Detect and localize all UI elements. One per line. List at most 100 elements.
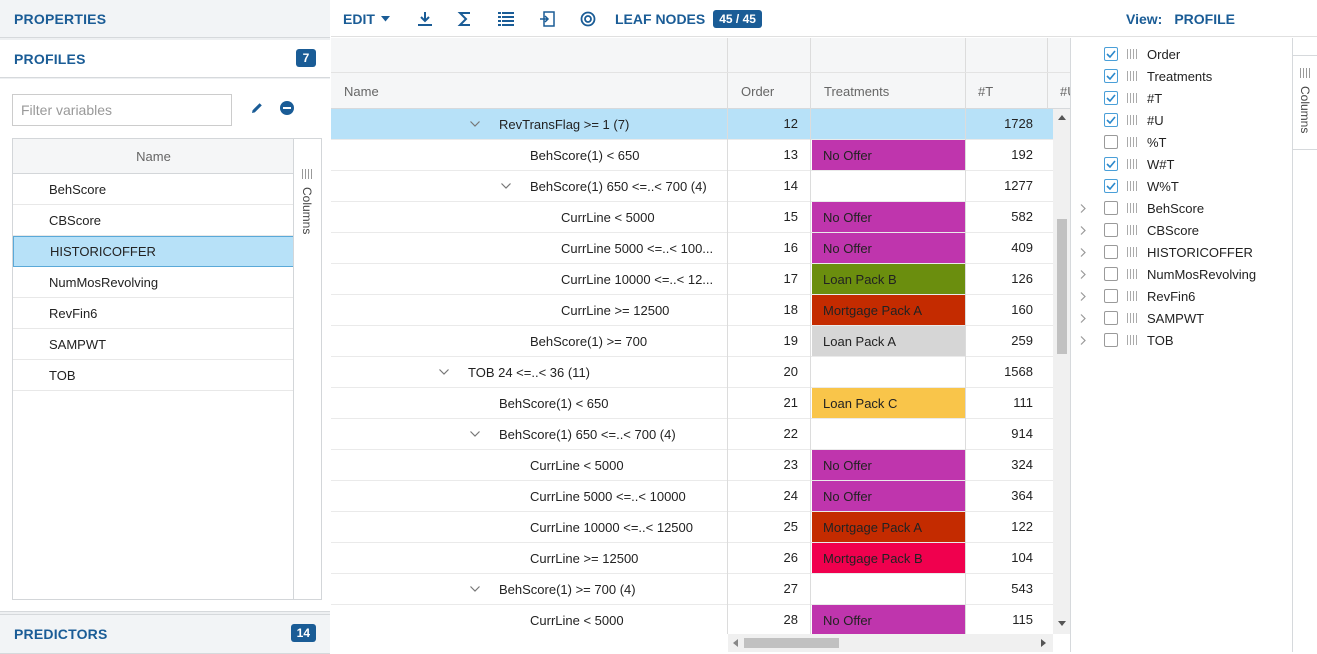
drag-handle-icon[interactable]	[1127, 203, 1139, 213]
variable-list-item[interactable]: SAMPWT	[13, 329, 294, 360]
drag-handle-icon[interactable]	[1127, 247, 1139, 257]
chevron-right-icon[interactable]	[1080, 203, 1086, 213]
table-row[interactable]: CurrLine >= 12500 26 Mortgage Pack B 104	[331, 543, 1056, 574]
checkbox-checked-icon[interactable]	[1104, 69, 1118, 83]
column-toggle-item[interactable]: HISTORICOFFER	[1072, 241, 1292, 263]
column-toggle-item[interactable]: #T	[1072, 87, 1292, 109]
sum-icon[interactable]	[455, 9, 475, 29]
columns-side-tab[interactable]: Columns	[1292, 38, 1317, 652]
checkbox-icon[interactable]	[1104, 245, 1118, 259]
horizontal-scrollbar[interactable]	[728, 634, 1053, 652]
drag-handle-icon[interactable]	[1127, 49, 1139, 59]
col-header-t[interactable]: #T	[978, 84, 994, 99]
edit-menu-button[interactable]: EDIT	[343, 0, 390, 37]
treatment-cell[interactable]: Mortgage Pack B	[812, 543, 965, 573]
table-row[interactable]: BehScore(1) 650 <=..< 700 (4) 14 1277	[331, 171, 1056, 202]
list-icon[interactable]	[496, 9, 516, 29]
view-selector[interactable]: View: PROFILE	[1126, 0, 1317, 37]
chevron-right-icon[interactable]	[1080, 291, 1086, 301]
table-row[interactable]: RevTransFlag >= 1 (7) 12 1728	[331, 109, 1056, 140]
column-toggle-item[interactable]: TOB	[1072, 329, 1292, 351]
chevron-down-icon[interactable]	[501, 171, 511, 201]
column-toggle-item[interactable]: Order	[1072, 43, 1292, 65]
filter-variables-input[interactable]: Filter variables	[12, 94, 232, 126]
drag-handle-icon[interactable]	[1127, 269, 1139, 279]
table-row[interactable]: BehScore(1) < 650 21 Loan Pack C 111	[331, 388, 1056, 419]
column-toggle-item[interactable]: W%T	[1072, 175, 1292, 197]
column-toggle-item[interactable]: SAMPWT	[1072, 307, 1292, 329]
column-toggle-item[interactable]: RevFin6	[1072, 285, 1292, 307]
column-toggle-item[interactable]: W#T	[1072, 153, 1292, 175]
split-icon[interactable]	[537, 9, 557, 29]
variables-name-header[interactable]: Name	[13, 139, 294, 174]
chevron-right-icon[interactable]	[1080, 269, 1086, 279]
table-row[interactable]: CurrLine < 5000 23 No Offer 324	[331, 450, 1056, 481]
treatment-cell[interactable]: No Offer	[812, 481, 965, 511]
drag-handle-icon[interactable]	[1127, 225, 1139, 235]
scroll-left-icon[interactable]	[733, 639, 739, 647]
treatment-cell[interactable]: No Offer	[812, 450, 965, 480]
col-header-order[interactable]: Order	[741, 84, 775, 99]
variable-list-item[interactable]: BehScore	[13, 174, 294, 205]
table-row[interactable]: BehScore(1) 650 <=..< 700 (4) 22 914	[331, 419, 1056, 450]
variable-list-item[interactable]: RevFin6	[13, 298, 294, 329]
col-header-treatments[interactable]: Treatments	[824, 84, 890, 99]
checkbox-checked-icon[interactable]	[1104, 47, 1118, 61]
drag-handle-icon[interactable]	[1127, 181, 1139, 191]
profiles-header[interactable]: PROFILES 7	[0, 40, 330, 78]
table-row[interactable]: BehScore(1) >= 700 (4) 27 543	[331, 574, 1056, 605]
table-row[interactable]: CurrLine < 5000 15 No Offer 582	[331, 202, 1056, 233]
checkbox-icon[interactable]	[1104, 333, 1118, 347]
treatment-cell[interactable]: No Offer	[812, 140, 965, 170]
pencil-icon[interactable]	[248, 99, 266, 117]
col-header-name[interactable]: Name	[344, 84, 379, 99]
scroll-right-icon[interactable]	[1041, 639, 1047, 647]
properties-header[interactable]: PROPERTIES	[0, 0, 330, 38]
checkbox-checked-icon[interactable]	[1104, 179, 1118, 193]
download-icon[interactable]	[415, 9, 435, 29]
table-row[interactable]: CurrLine 10000 <=..< 12500 25 Mortgage Pac…	[331, 512, 1056, 543]
drag-handle-icon[interactable]	[1127, 71, 1139, 81]
drag-handle-icon[interactable]	[1127, 291, 1139, 301]
leaf-nodes-button[interactable]: LEAF NODES 45 / 45	[615, 0, 762, 37]
target-icon[interactable]	[578, 9, 598, 29]
scroll-down-icon[interactable]	[1058, 621, 1066, 627]
table-row[interactable]: TOB 24 <=..< 36 (11) 20 1568	[331, 357, 1056, 388]
drag-handle-icon[interactable]	[1127, 335, 1139, 345]
chevron-down-icon[interactable]	[439, 357, 449, 387]
chevron-right-icon[interactable]	[1080, 247, 1086, 257]
treatment-cell[interactable]: Mortgage Pack A	[812, 295, 965, 325]
col-header-next[interactable]: #U	[1060, 84, 1070, 99]
chevron-down-icon[interactable]	[470, 419, 480, 449]
checkbox-checked-icon[interactable]	[1104, 91, 1118, 105]
remove-circle-icon[interactable]	[278, 99, 296, 117]
variable-list-item[interactable]: NumMosRevolving	[13, 267, 294, 298]
table-row[interactable]: CurrLine 5000 <=..< 10000 24 No Offer 364	[331, 481, 1056, 512]
variables-columns-tab[interactable]: Columns	[293, 139, 321, 599]
table-row[interactable]: BehScore(1) < 650 13 No Offer 192	[331, 140, 1056, 171]
column-toggle-item[interactable]: NumMosRevolving	[1072, 263, 1292, 285]
treatment-cell[interactable]: No Offer	[812, 233, 965, 263]
checkbox-icon[interactable]	[1104, 135, 1118, 149]
chevron-right-icon[interactable]	[1080, 313, 1086, 323]
checkbox-icon[interactable]	[1104, 201, 1118, 215]
variable-list-item[interactable]: TOB	[13, 360, 294, 391]
checkbox-icon[interactable]	[1104, 311, 1118, 325]
table-row[interactable]: CurrLine 5000 <=..< 100... 16 No Offer 409	[331, 233, 1056, 264]
drag-handle-icon[interactable]	[1127, 159, 1139, 169]
table-row[interactable]: CurrLine < 5000 28 No Offer 115	[331, 605, 1056, 634]
checkbox-icon[interactable]	[1104, 267, 1118, 281]
treatment-cell[interactable]: Loan Pack B	[812, 264, 965, 294]
drag-handle-icon[interactable]	[1127, 115, 1139, 125]
treatment-cell[interactable]: No Offer	[812, 202, 965, 232]
table-row[interactable]: CurrLine >= 12500 18 Mortgage Pack A 160	[331, 295, 1056, 326]
vertical-scroll-thumb[interactable]	[1057, 219, 1067, 354]
scroll-up-icon[interactable]	[1058, 115, 1066, 121]
drag-handle-icon[interactable]	[1127, 93, 1139, 103]
checkbox-icon[interactable]	[1104, 289, 1118, 303]
table-row[interactable]: CurrLine 10000 <=..< 12... 17 Loan Pack B 1…	[331, 264, 1056, 295]
column-toggle-item[interactable]: #U	[1072, 109, 1292, 131]
drag-handle-icon[interactable]	[1127, 313, 1139, 323]
treatment-cell[interactable]: No Offer	[812, 605, 965, 634]
predictors-header[interactable]: PREDICTORS 14	[0, 614, 330, 654]
